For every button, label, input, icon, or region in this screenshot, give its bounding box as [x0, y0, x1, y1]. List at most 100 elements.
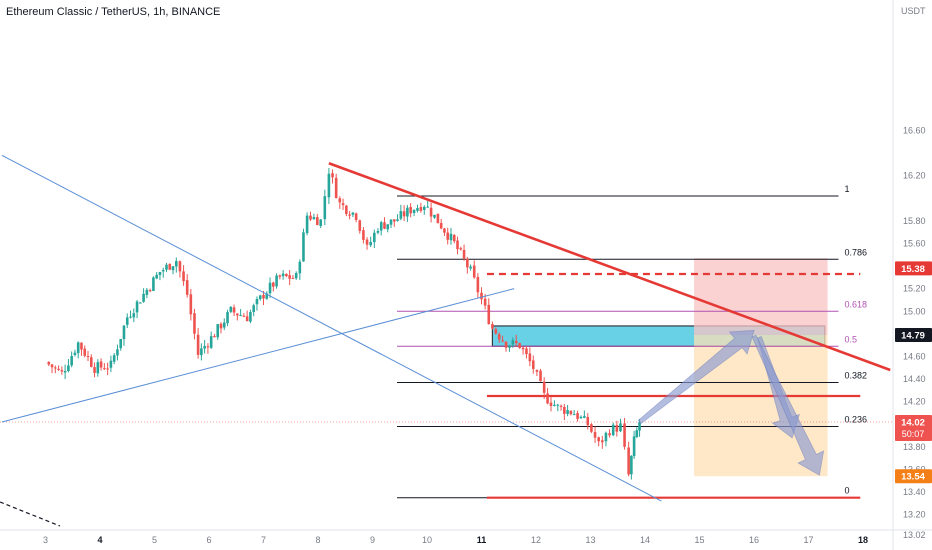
x-tick-label: 10 — [422, 535, 432, 545]
candle-body — [135, 301, 139, 313]
candle-body — [338, 198, 342, 203]
x-tick-label: 6 — [206, 535, 211, 545]
candle-body — [70, 356, 73, 366]
candle-body — [576, 413, 579, 419]
price-tag-label: 14.02 — [901, 418, 925, 429]
candle-body — [456, 240, 459, 250]
x-tick-label: 4 — [97, 535, 102, 545]
x-tick-label: 17 — [803, 535, 813, 545]
candle-body — [145, 289, 149, 295]
y-tick-label: 14.20 — [903, 397, 926, 407]
x-tick-label: 9 — [370, 535, 375, 545]
candle-body — [258, 295, 262, 300]
candle-body — [281, 273, 285, 277]
candle-body — [449, 233, 453, 241]
candle-body — [312, 217, 316, 220]
candle-body — [171, 266, 175, 271]
candle-body — [216, 324, 220, 338]
candle-body — [590, 424, 593, 432]
price-tag-label: 13.54 — [901, 472, 925, 483]
candle-body — [446, 232, 450, 240]
x-tick-label: 3 — [43, 535, 48, 545]
candle-body — [566, 410, 569, 414]
candle-body — [531, 360, 535, 369]
candle-body — [487, 304, 491, 324]
candle-body — [412, 209, 416, 213]
candle-body — [291, 277, 295, 279]
candle-body — [89, 357, 93, 367]
candle-body — [265, 293, 269, 299]
candle-body — [389, 219, 393, 225]
x-tick-label: 13 — [585, 535, 595, 545]
candle-body — [593, 432, 597, 438]
candle-body — [125, 317, 129, 325]
candle-body — [309, 215, 312, 220]
candle-body — [402, 211, 406, 217]
candle-body — [109, 360, 113, 368]
candle-body — [597, 437, 600, 442]
candle-body — [535, 370, 539, 372]
currency-label: USDT — [901, 6, 926, 16]
candle-body — [549, 402, 553, 406]
candle-body — [480, 292, 483, 300]
candle-body — [569, 410, 573, 415]
dashed-trendline-fragment[interactable] — [0, 501, 61, 527]
candle-body — [226, 312, 229, 324]
candle-body — [443, 228, 446, 233]
candle-body — [514, 340, 518, 344]
candle-body — [373, 232, 376, 243]
candle-body — [409, 206, 412, 214]
candle-body — [222, 322, 226, 328]
y-tick-label: 13.02 — [903, 530, 926, 540]
candle-body — [196, 334, 200, 355]
candle-body — [236, 313, 239, 316]
candle-body — [362, 230, 365, 240]
blue-descending-trendline[interactable] — [1, 154, 662, 502]
candle-body — [86, 356, 90, 358]
candle-body — [521, 347, 525, 350]
y-tick-label: 16.20 — [903, 171, 926, 181]
candle-body — [583, 416, 586, 418]
arrow-down-2[interactable] — [751, 334, 825, 476]
candle-body — [623, 423, 626, 447]
blue-ascending-trendline[interactable] — [1, 288, 515, 423]
candle-body — [497, 334, 501, 340]
arrow-up[interactable] — [637, 330, 755, 425]
candle-body — [275, 275, 278, 287]
candles — [47, 168, 641, 480]
candle-body — [327, 173, 331, 198]
candle-body — [348, 214, 351, 216]
candle-body — [129, 316, 132, 318]
chart-title: Ethereum Classic / TetherUS, 1h, BINANCE — [6, 6, 221, 18]
fib-label-0.618: 0.618 — [844, 299, 867, 309]
candle-body — [255, 298, 259, 305]
candle-body — [354, 213, 358, 220]
candle-body — [406, 207, 409, 217]
candle-body — [268, 282, 272, 294]
candle-body — [319, 219, 323, 227]
candle-body — [469, 266, 472, 269]
candle-body — [302, 232, 305, 262]
countdown-label: 50:07 — [902, 429, 925, 439]
y-tick-label: 15.60 — [903, 238, 926, 248]
candle-body — [57, 368, 60, 370]
x-tick-label: 14 — [640, 535, 650, 545]
candle-body — [518, 343, 521, 349]
price-tag-14.79 — [895, 327, 932, 342]
candle-body — [200, 348, 203, 356]
candle-body — [112, 355, 116, 362]
candle-body — [298, 261, 302, 274]
candle-body — [272, 282, 275, 287]
fib-label-0.786: 0.786 — [844, 247, 867, 257]
candle-body — [422, 206, 426, 210]
candle-body — [245, 316, 249, 322]
candle-body — [242, 315, 246, 317]
candle-body — [285, 273, 288, 277]
red-descending-trendline[interactable] — [328, 162, 891, 372]
candle-body — [528, 353, 532, 362]
candle-body — [155, 274, 158, 279]
candle-body — [556, 404, 560, 406]
y-tick-label: 15.00 — [903, 306, 926, 316]
candle-body — [433, 214, 436, 218]
